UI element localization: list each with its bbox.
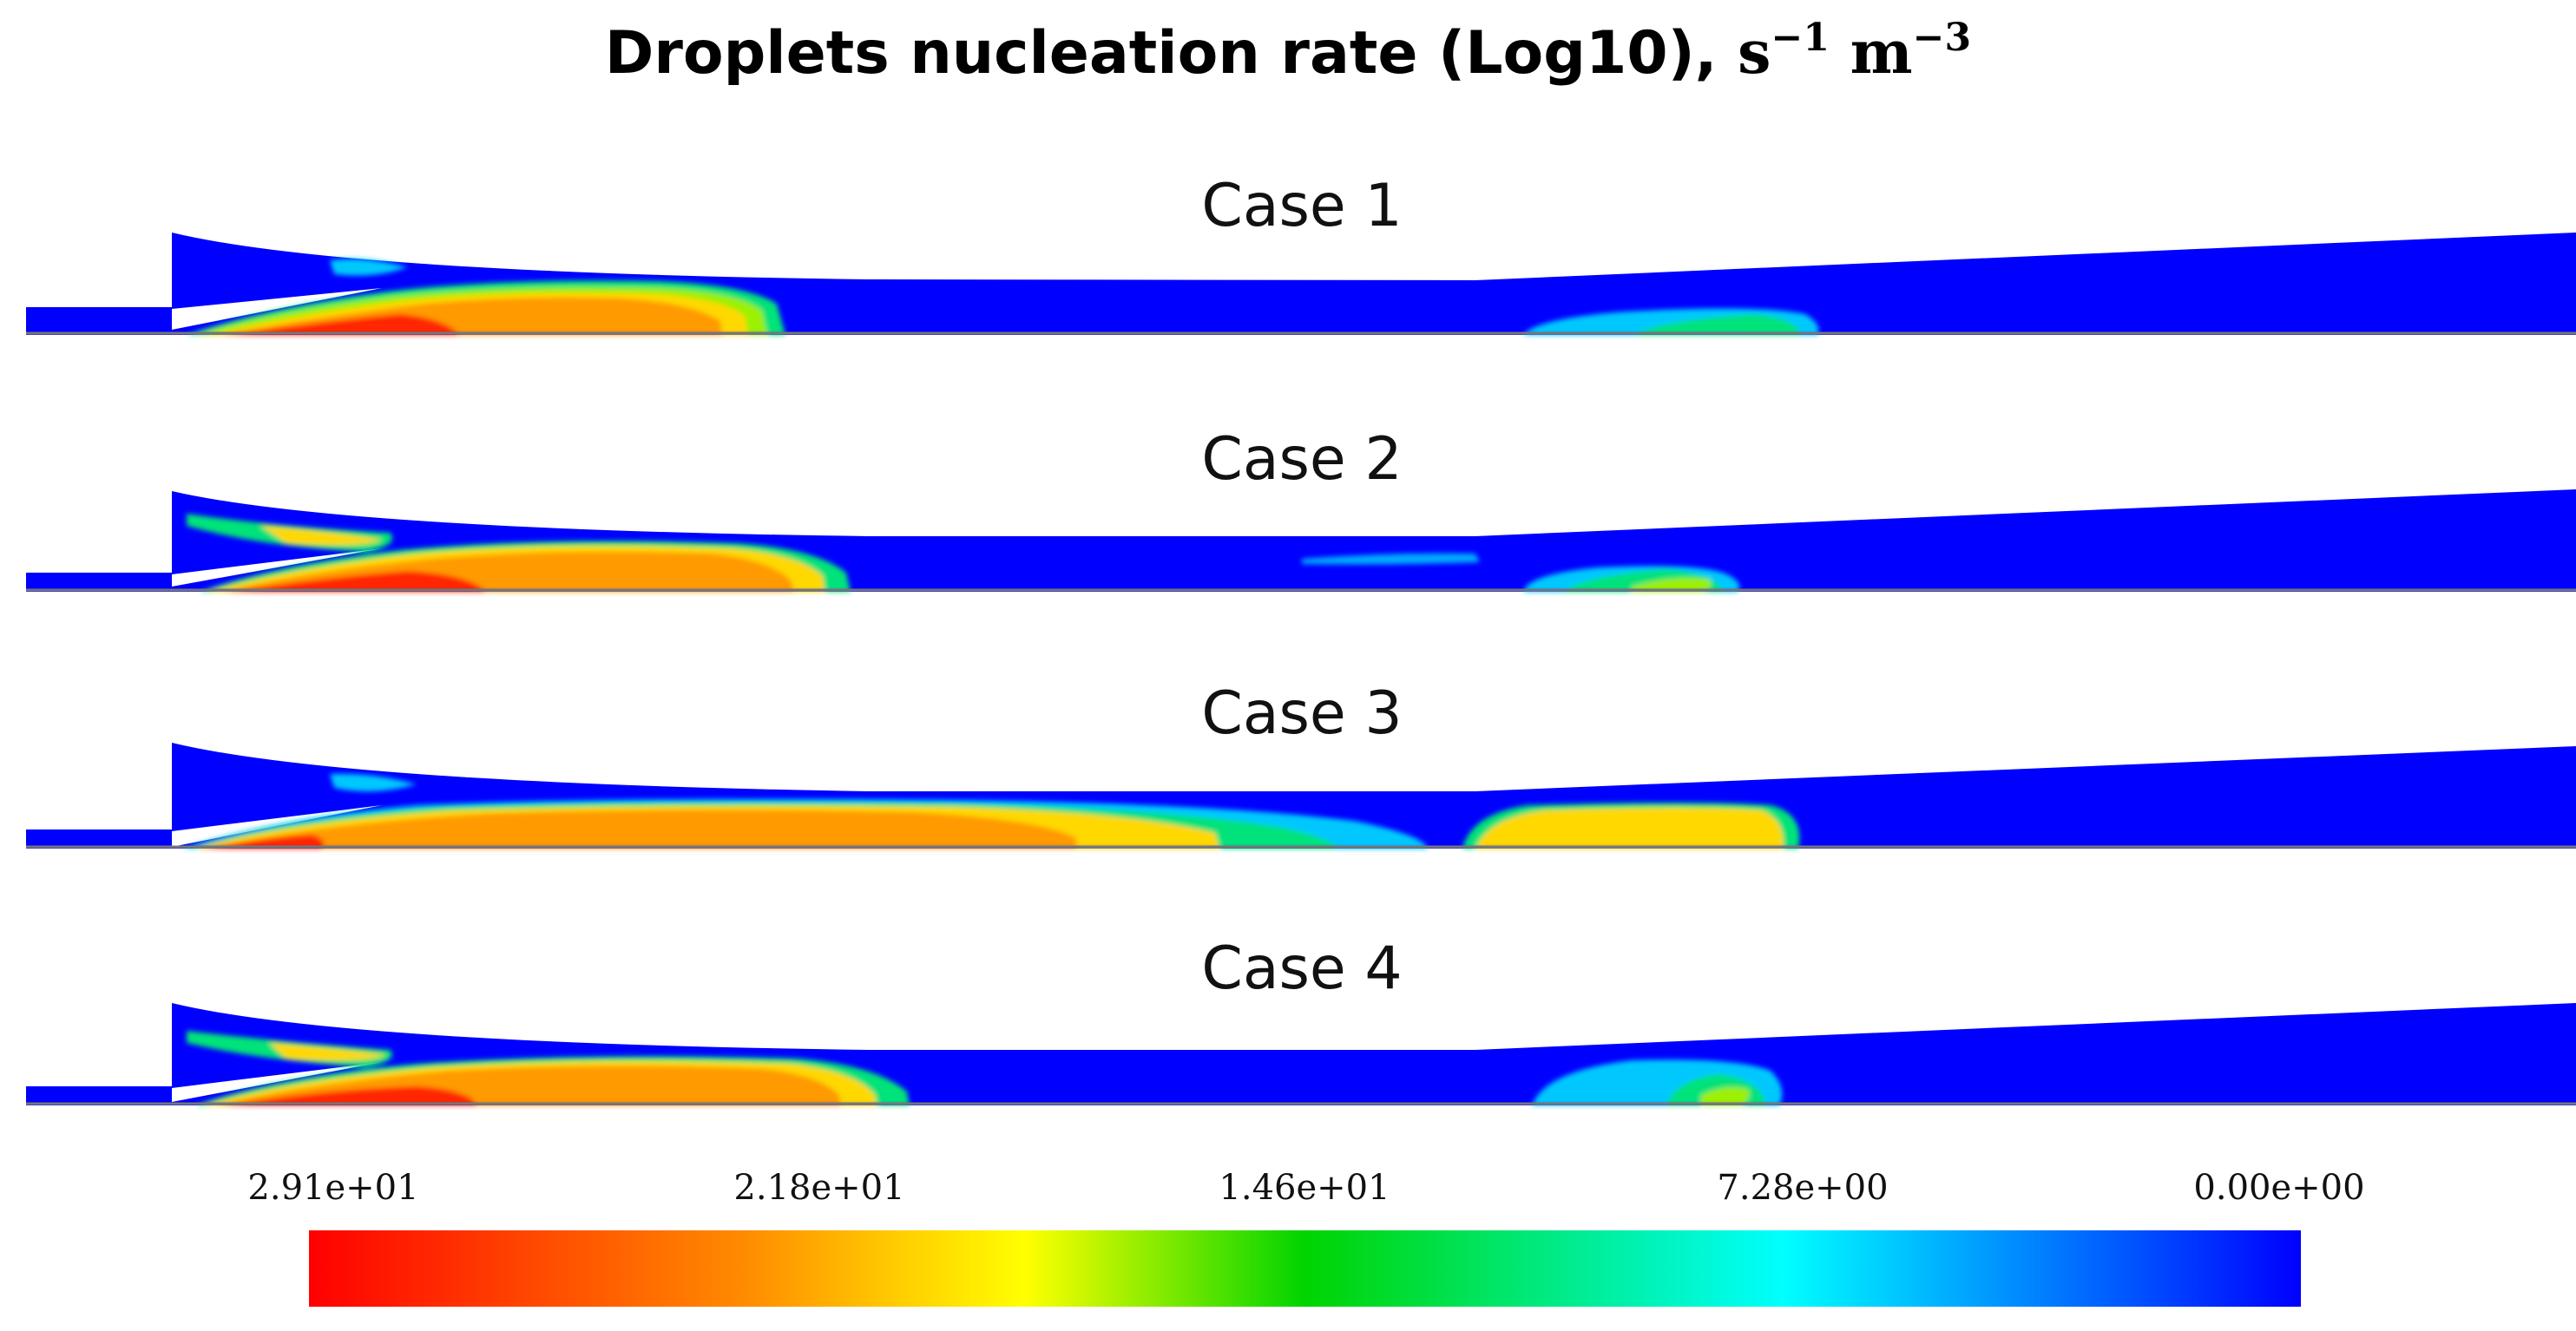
- units-s-exponent: −1: [1771, 16, 1830, 60]
- case-1-label: Case 1: [1201, 172, 1403, 240]
- case-2-contour: [26, 489, 2576, 592]
- colorbar-tick-label: 0.00e+00: [2193, 1168, 2365, 1208]
- colorbar-tick-label: 2.18e+01: [733, 1168, 905, 1208]
- units-s: s: [1738, 18, 1771, 88]
- colorbar-tick-label: 7.28e+00: [1717, 1168, 1889, 1208]
- title-units: s−1 m−3: [1738, 16, 1972, 88]
- case-3-contour: [26, 743, 2576, 849]
- case-4-inner-wall: [172, 1062, 382, 1102]
- case-4-contour: [26, 1003, 2576, 1105]
- case-1-inner-wall: [172, 288, 382, 330]
- colorbar-tick-label: 1.46e+01: [1219, 1168, 1390, 1208]
- case-3-label: Case 3: [1201, 679, 1403, 748]
- units-m: m: [1850, 18, 1913, 88]
- case-2-inner-wall: [172, 548, 382, 587]
- title-text: Droplets nucleation rate (Log10),: [604, 19, 1718, 88]
- colorbar-tick-label: 2.91e+01: [247, 1168, 419, 1208]
- figure-title: Droplets nucleation rate (Log10), s−1 m−…: [0, 16, 2576, 88]
- colorbar-gradient: [309, 1230, 2301, 1307]
- case-4-label: Case 4: [1201, 934, 1403, 1003]
- case-1-contour: [26, 233, 2576, 335]
- case-2-label: Case 2: [1201, 425, 1403, 494]
- units-m-exponent: −3: [1912, 16, 1972, 60]
